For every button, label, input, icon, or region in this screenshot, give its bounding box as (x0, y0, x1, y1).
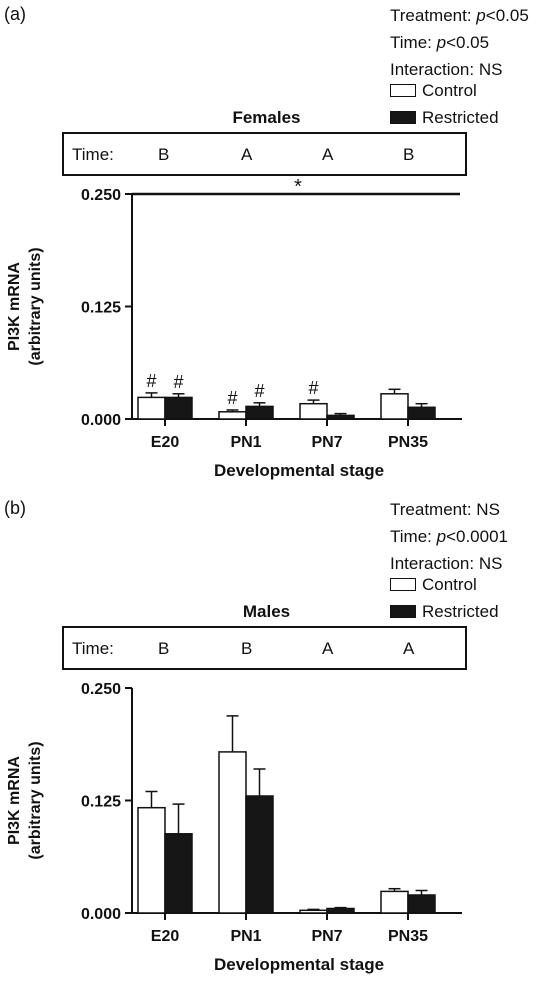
time-group-e20: B (158, 639, 170, 658)
time-group-pn35: B (403, 145, 415, 164)
chart-title: Females (232, 108, 301, 127)
hash-annotation: # (254, 381, 264, 401)
bar-restricted-pn35 (407, 406, 436, 420)
stat-interaction: Interaction: NS (390, 60, 503, 79)
stats-block: Treatment: p<0.05 Time: p<0.05 Interacti… (390, 2, 529, 83)
x-tick-label: E20 (151, 928, 180, 945)
legend-swatch-control (390, 578, 416, 591)
legend-item-restricted: Restricted (390, 104, 499, 131)
y-axis-title-line2: (arbitrary units) (27, 741, 44, 859)
time-group-pn35: A (403, 639, 415, 658)
time-label: Time: (72, 639, 114, 658)
bar-control-pn35 (380, 890, 409, 914)
chart-males: 0.000 0.125 0.250 PI3K mRNA (arbitrary units… (6, 681, 462, 974)
hash-annotation: # (308, 378, 318, 398)
significance-asterisk: * (294, 176, 302, 198)
bar-restricted-e20 (164, 833, 193, 914)
time-group-e20: B (158, 145, 170, 164)
legend-label-restricted: Restricted (422, 602, 499, 621)
y-tick-label: 0.250 (81, 681, 121, 698)
x-tick-label: PN1 (230, 928, 261, 945)
stat-treatment: Treatment: p<0.05 (390, 6, 529, 25)
bar-control-e20 (137, 806, 166, 914)
bar-control-pn1 (218, 411, 247, 420)
legend: Control Restricted (390, 571, 499, 625)
time-groups-box: Time: B A A B (62, 132, 467, 176)
y-tick-label: 0.000 (81, 412, 121, 429)
legend-swatch-restricted (390, 111, 416, 124)
bar-control-pn1 (218, 751, 247, 914)
y-axis-title-line2: (arbitrary units) (27, 247, 44, 365)
panel-label: (a) (4, 4, 26, 24)
y-tick-label: 0.125 (81, 300, 121, 317)
stat-treatment: Treatment: NS (390, 500, 500, 519)
bar-restricted-pn1 (245, 405, 274, 420)
legend-label-control: Control (422, 575, 477, 594)
legend: Control Restricted (390, 77, 499, 131)
bar-restricted-e20 (164, 396, 193, 420)
legend-swatch-restricted (390, 605, 416, 618)
legend-item-restricted: Restricted (390, 598, 499, 625)
y-axis-title-line1: PI3K mRNA (6, 262, 23, 351)
stat-interaction: Interaction: NS (390, 554, 503, 573)
time-label: Time: (72, 145, 114, 164)
x-tick-label: PN35 (388, 928, 428, 945)
x-axis-title: Developmental stage (214, 955, 384, 974)
bar-restricted-pn7 (326, 907, 355, 914)
time-group-pn1: A (241, 145, 253, 164)
legend-label-restricted: Restricted (422, 108, 499, 127)
bar-restricted-pn35 (407, 894, 436, 914)
bar-restricted-pn1 (245, 795, 274, 914)
x-tick-label: PN7 (311, 928, 342, 945)
legend-item-control: Control (390, 571, 499, 598)
legend-item-control: Control (390, 77, 499, 104)
x-axis-title: Developmental stage (214, 461, 384, 480)
y-axis-title-line1: PI3K mRNA (6, 756, 23, 845)
x-tick-label: E20 (151, 434, 180, 451)
time-group-pn7: A (322, 145, 334, 164)
stat-time: Time: p<0.05 (390, 33, 490, 52)
bar-control-pn7 (299, 402, 328, 420)
y-tick-label: 0.000 (81, 906, 121, 923)
chart-title: Males (242, 602, 291, 621)
y-tick-label: 0.250 (81, 187, 121, 204)
bar-control-pn35 (380, 393, 409, 420)
panel-label: (b) (4, 498, 26, 518)
chart-females: 0.000 0.125 0.250 PI3K mRNA (arbitrary units… (6, 176, 462, 480)
hash-annotation: # (173, 372, 183, 392)
bar-control-e20 (137, 396, 166, 420)
time-groups-box: Time: B B A A (62, 626, 467, 670)
panel-b: 0.000 0.125 0.250 PI3K mRNA (arbitrary units… (0, 494, 553, 987)
x-tick-label: PN1 (230, 434, 261, 451)
bar-restricted-pn7 (326, 414, 355, 420)
panel-a: 0.000 0.125 0.250 PI3K mRNA (arbitrary units… (4, 2, 529, 480)
legend-label-control: Control (422, 81, 477, 100)
hash-annotation: # (227, 388, 237, 408)
legend-swatch-control (390, 84, 416, 97)
stats-block: Treatment: NS Time: p<0.0001 Interaction… (390, 496, 508, 577)
time-group-pn1: B (241, 639, 253, 658)
time-group-pn7: A (322, 639, 334, 658)
stat-time: Time: p<0.0001 (390, 527, 508, 546)
bar-control-pn7 (299, 909, 328, 914)
x-tick-label: PN7 (311, 434, 342, 451)
y-tick-label: 0.125 (81, 794, 121, 811)
x-tick-label: PN35 (388, 434, 428, 451)
hash-annotation: # (146, 371, 156, 391)
